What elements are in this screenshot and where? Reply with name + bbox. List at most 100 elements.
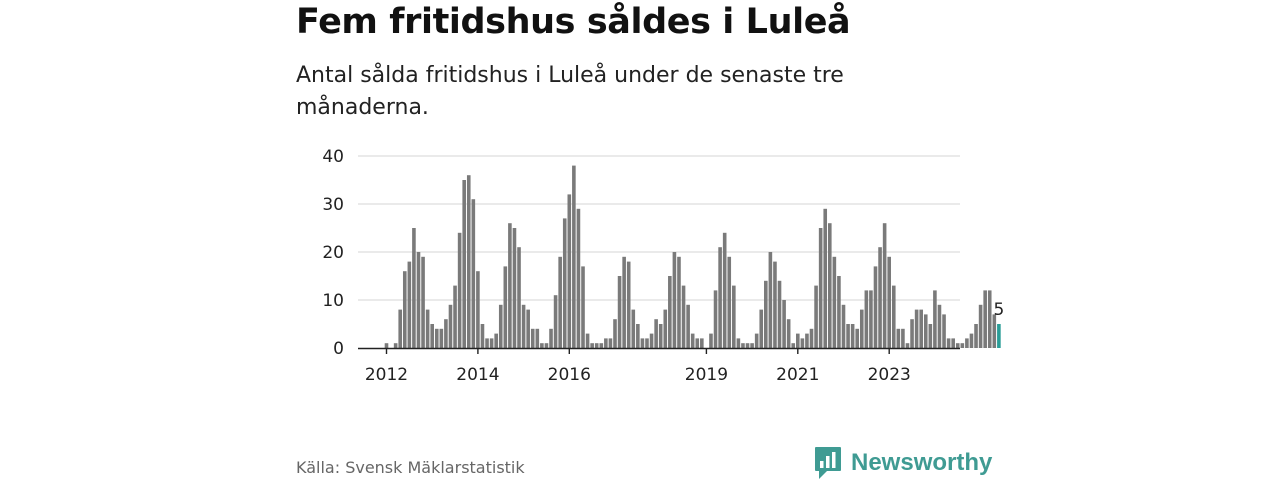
bar <box>777 280 782 348</box>
highlight-bar <box>997 324 1001 348</box>
bar-chart-logo-icon <box>815 447 841 479</box>
y-tick-label: 40 <box>322 147 344 167</box>
bar <box>864 290 869 348</box>
brand-logo: Newsworthy <box>814 446 992 480</box>
bar <box>955 343 960 348</box>
bar <box>526 309 530 348</box>
bar <box>732 285 736 348</box>
bar <box>700 338 704 348</box>
bar <box>654 319 658 348</box>
bar <box>645 338 649 348</box>
x-tick-label: 2019 <box>685 365 728 385</box>
bar <box>562 218 567 348</box>
bar <box>444 319 448 348</box>
bar <box>626 261 631 348</box>
bar <box>983 290 987 348</box>
bar <box>594 343 599 348</box>
bar <box>709 333 713 348</box>
bar <box>887 256 891 348</box>
bar <box>791 343 796 348</box>
bar <box>672 252 677 348</box>
bar <box>590 343 594 348</box>
bar <box>576 208 581 348</box>
bar <box>677 256 681 348</box>
bar <box>722 232 727 348</box>
bar <box>992 314 997 348</box>
bar <box>814 285 818 348</box>
bar <box>878 247 882 348</box>
bar <box>759 309 764 348</box>
bar <box>754 333 759 348</box>
chart-subtitle: Antal sålda fritidshus i Luleå under de … <box>296 63 844 120</box>
bar <box>869 290 873 348</box>
bar <box>882 223 887 348</box>
bar <box>508 223 512 348</box>
x-tick-label: 2014 <box>456 365 499 385</box>
bar <box>965 338 969 348</box>
bar <box>782 300 786 348</box>
bar <box>521 304 526 348</box>
source-note: Källa: Svensk Mäklarstatistik <box>296 458 525 477</box>
bar <box>827 223 832 348</box>
bar <box>617 276 622 348</box>
bar <box>987 290 992 348</box>
bar <box>805 333 809 348</box>
y-tick-label: 30 <box>322 195 344 215</box>
bar <box>823 208 828 348</box>
bar <box>494 333 498 348</box>
bar <box>471 199 476 348</box>
bar <box>599 343 604 348</box>
bar <box>553 295 558 348</box>
bar <box>434 328 439 348</box>
bar <box>832 256 837 348</box>
bar <box>476 271 480 348</box>
bar <box>407 261 412 348</box>
bar <box>498 304 503 348</box>
bar <box>937 304 942 348</box>
bar <box>741 343 745 348</box>
bar <box>914 309 919 348</box>
bar <box>663 309 668 348</box>
bar <box>544 343 549 348</box>
bar <box>402 271 407 348</box>
bar <box>489 338 494 348</box>
bar <box>773 261 777 348</box>
bar <box>485 338 489 348</box>
y-tick-label: 20 <box>322 243 344 263</box>
bar <box>841 304 846 348</box>
bar <box>873 266 878 348</box>
bar <box>695 338 700 348</box>
bar <box>425 309 430 348</box>
bar <box>923 314 928 348</box>
bar <box>512 228 517 348</box>
bar <box>549 328 553 348</box>
bar <box>416 252 421 348</box>
x-tick-label: 2023 <box>868 365 911 385</box>
bar <box>540 343 544 348</box>
bar <box>613 319 617 348</box>
bar <box>969 333 974 348</box>
bar <box>891 285 896 348</box>
bar <box>837 276 841 348</box>
bar <box>928 324 933 348</box>
bar <box>690 333 695 348</box>
bar <box>581 266 585 348</box>
bar <box>978 304 983 348</box>
bar <box>658 324 663 348</box>
bar <box>640 338 645 348</box>
bar <box>604 338 608 348</box>
bar <box>480 324 485 348</box>
bar <box>503 266 508 348</box>
bar <box>466 175 471 348</box>
bar <box>453 285 457 348</box>
bar <box>745 343 750 348</box>
bar <box>901 328 905 348</box>
bar <box>974 324 978 348</box>
bar <box>686 304 690 348</box>
bar <box>608 338 613 348</box>
bar <box>517 247 521 348</box>
bar <box>727 256 732 348</box>
bar <box>951 338 955 348</box>
bar <box>796 333 800 348</box>
bar <box>421 256 425 348</box>
